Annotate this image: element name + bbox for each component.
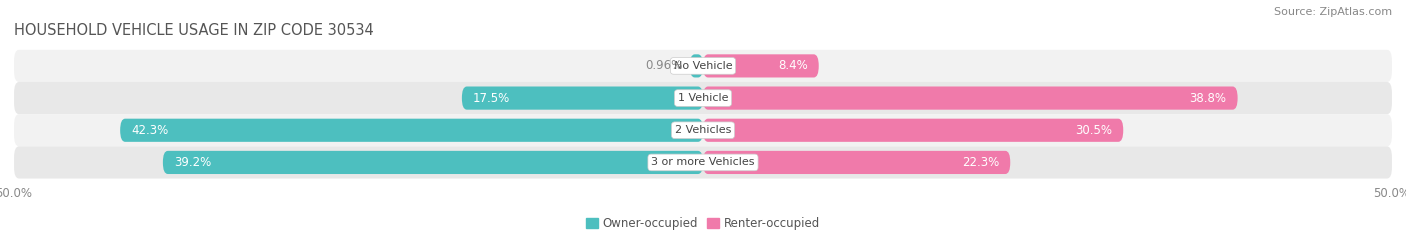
Text: 39.2%: 39.2%: [174, 156, 211, 169]
FancyBboxPatch shape: [14, 114, 1392, 146]
Text: No Vehicle: No Vehicle: [673, 61, 733, 71]
FancyBboxPatch shape: [14, 146, 1392, 178]
FancyBboxPatch shape: [703, 54, 818, 78]
Text: 8.4%: 8.4%: [778, 59, 807, 72]
Text: 17.5%: 17.5%: [472, 92, 510, 105]
Text: 3 or more Vehicles: 3 or more Vehicles: [651, 158, 755, 168]
Text: 2 Vehicles: 2 Vehicles: [675, 125, 731, 135]
FancyBboxPatch shape: [703, 151, 1011, 174]
Text: HOUSEHOLD VEHICLE USAGE IN ZIP CODE 30534: HOUSEHOLD VEHICLE USAGE IN ZIP CODE 3053…: [14, 24, 374, 38]
FancyBboxPatch shape: [163, 151, 703, 174]
Text: 38.8%: 38.8%: [1189, 92, 1226, 105]
Text: 1 Vehicle: 1 Vehicle: [678, 93, 728, 103]
FancyBboxPatch shape: [703, 86, 1237, 110]
Legend: Owner-occupied, Renter-occupied: Owner-occupied, Renter-occupied: [581, 212, 825, 233]
FancyBboxPatch shape: [461, 86, 703, 110]
FancyBboxPatch shape: [120, 119, 703, 142]
FancyBboxPatch shape: [703, 119, 1123, 142]
FancyBboxPatch shape: [690, 54, 703, 78]
Text: 0.96%: 0.96%: [645, 59, 683, 72]
Text: 22.3%: 22.3%: [962, 156, 1000, 169]
Text: Source: ZipAtlas.com: Source: ZipAtlas.com: [1274, 7, 1392, 17]
Text: 30.5%: 30.5%: [1076, 124, 1112, 137]
Text: 42.3%: 42.3%: [131, 124, 169, 137]
FancyBboxPatch shape: [14, 82, 1392, 114]
FancyBboxPatch shape: [14, 50, 1392, 82]
